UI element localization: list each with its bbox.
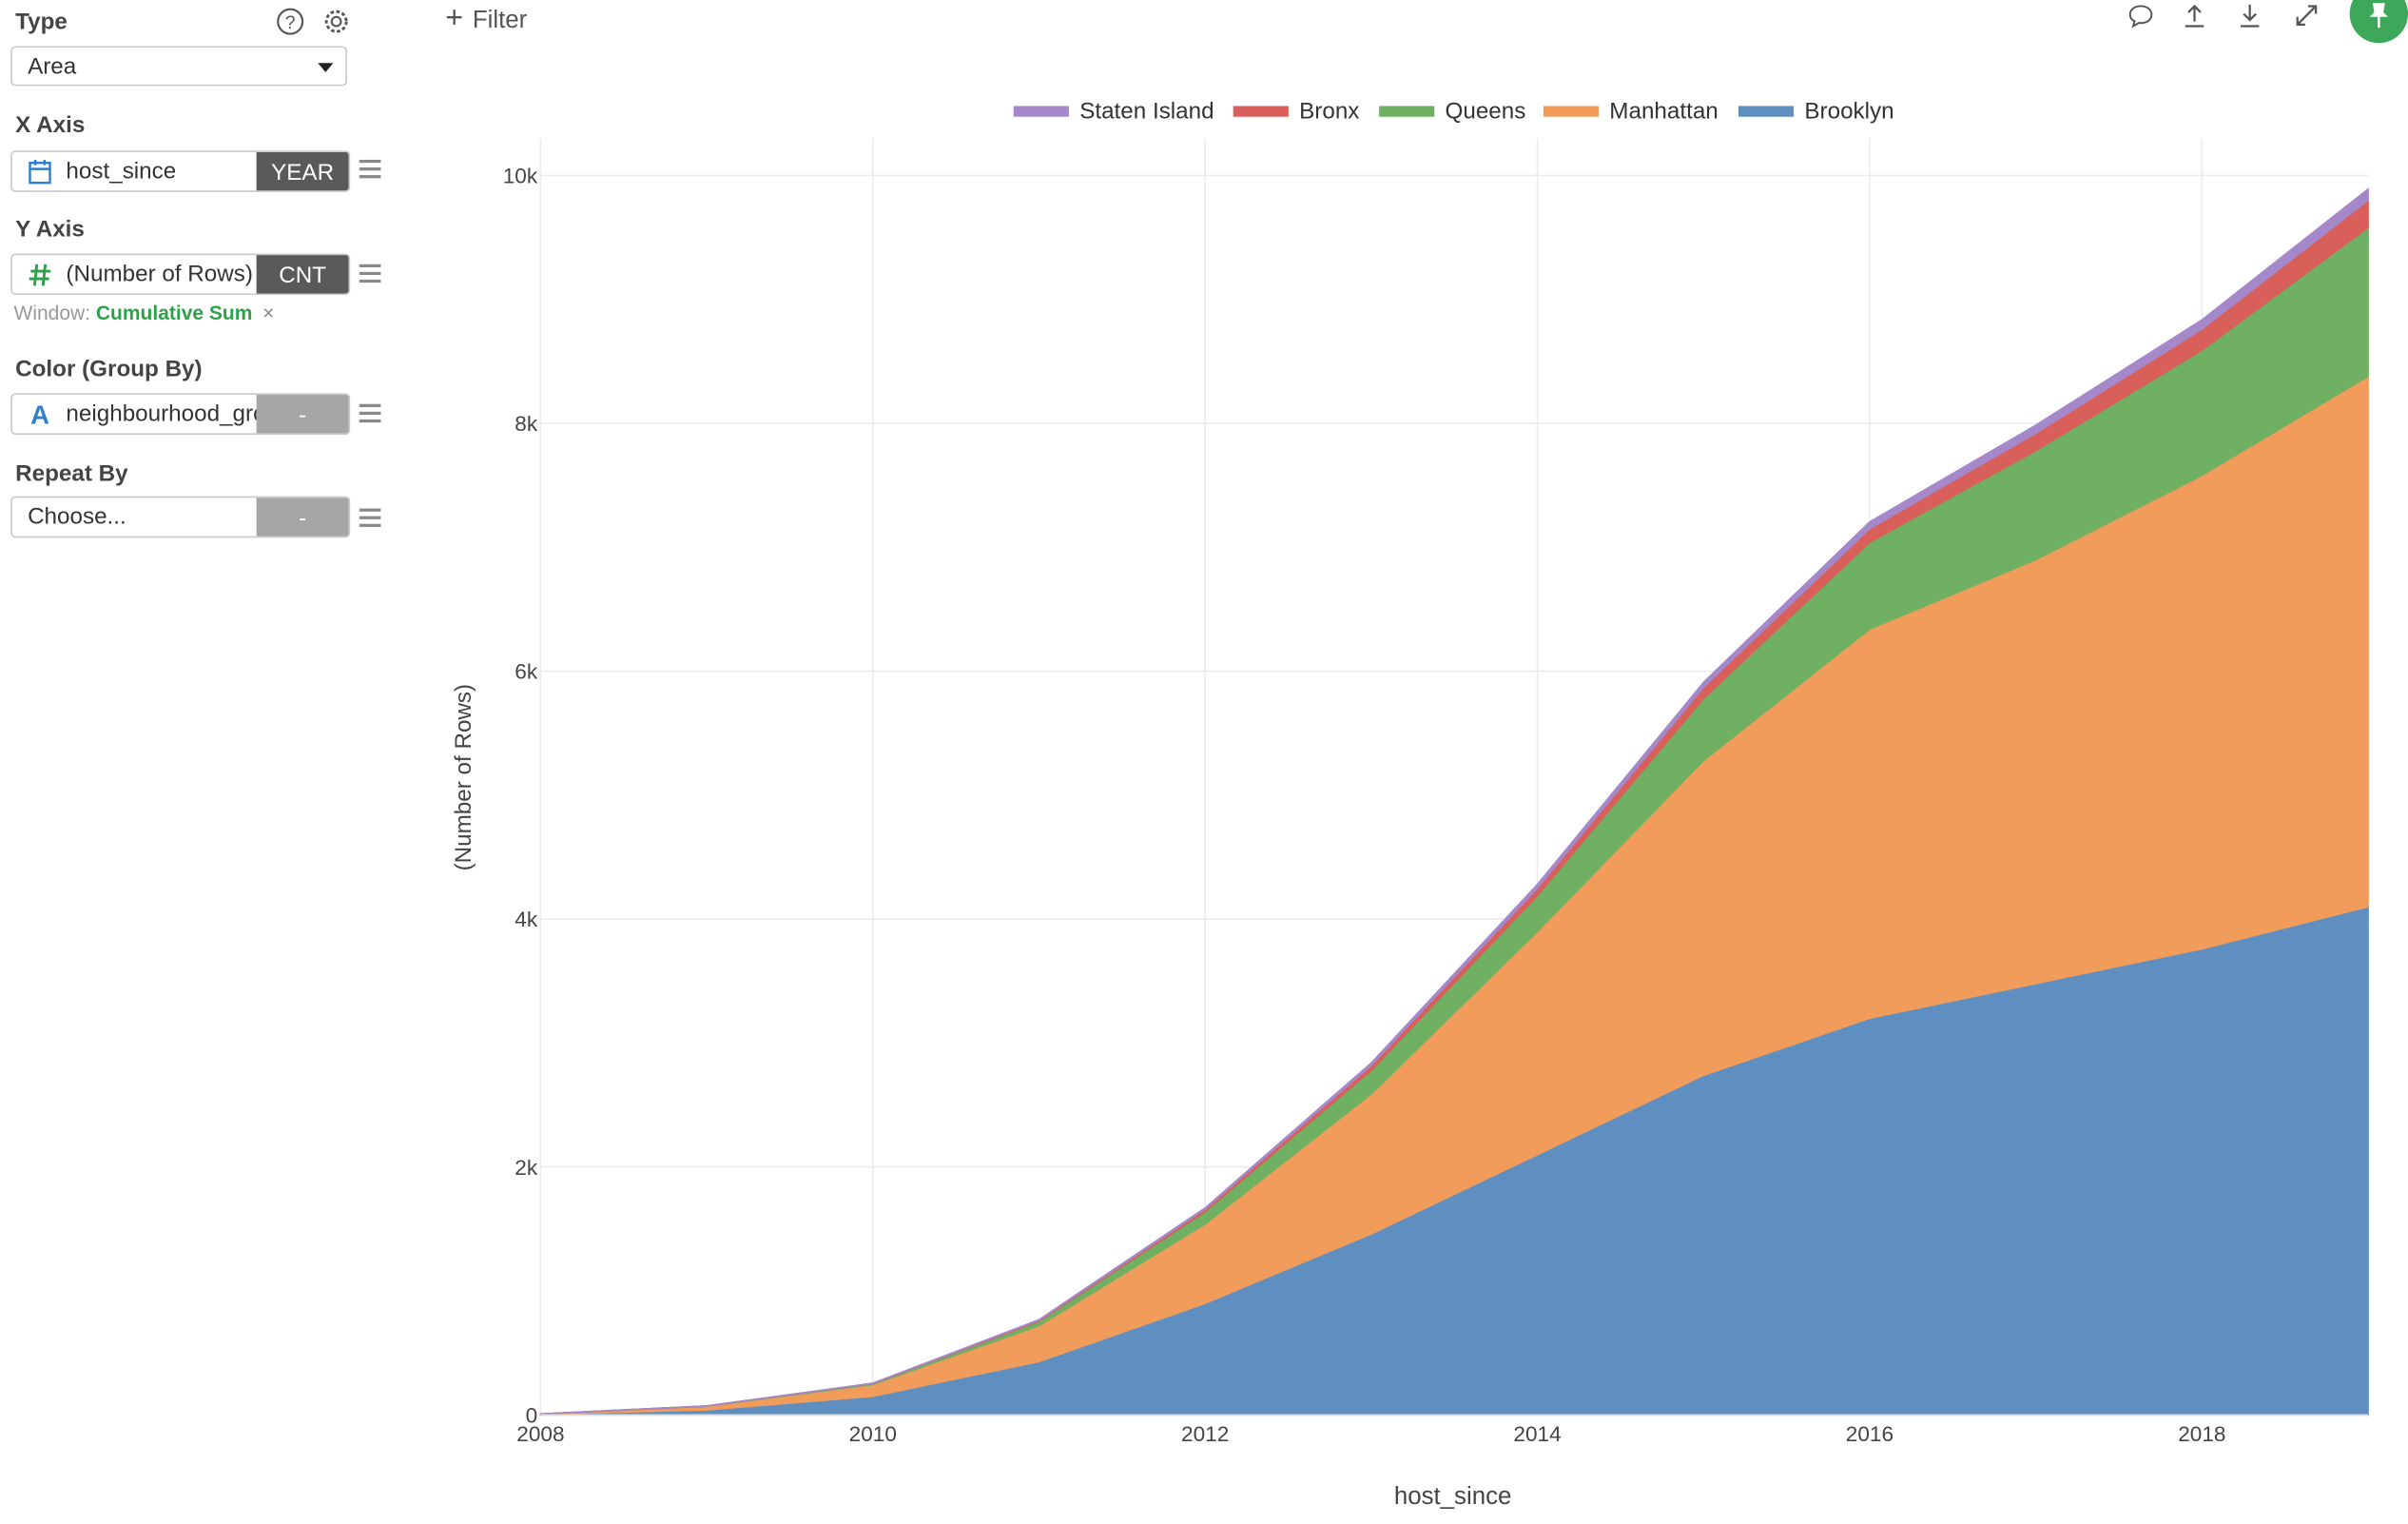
- legend-swatch-queens: [1379, 106, 1435, 117]
- area-staten-island: [540, 187, 2369, 1416]
- text-type-icon: A: [30, 401, 49, 428]
- x-tick-label: 2018: [2178, 1422, 2225, 1446]
- hash-icon: [29, 264, 51, 286]
- y-axis-menu-icon[interactable]: [359, 264, 381, 283]
- window-label: Window:: [13, 301, 91, 324]
- legend-swatch-manhattan: [1543, 106, 1600, 117]
- axis-ticks: 2008 2010 2012 2014 2016 2018 0 2k 4k 6k 8k 10k: [503, 165, 2369, 1446]
- expand-icon[interactable]: [2293, 2, 2321, 29]
- y-tick-label: 8k: [515, 412, 538, 436]
- x-tick-label: 2016: [1846, 1422, 1893, 1446]
- color-group-field[interactable]: A neighbourhood_group -: [10, 393, 351, 436]
- legend-swatch-staten-island: [1013, 106, 1069, 117]
- y-axis-field-name: (Number of Rows): [66, 261, 253, 287]
- repeat-section-title: Repeat By: [15, 460, 128, 487]
- legend-label: Bronx: [1299, 98, 1360, 125]
- repeat-aggregation-button[interactable]: -: [256, 498, 349, 537]
- repeat-by-placeholder: Choose...: [28, 503, 126, 531]
- chart-type-value: Area: [28, 53, 77, 80]
- color-menu-icon[interactable]: [359, 403, 381, 422]
- y-axis-title: (Number of Rows): [450, 683, 477, 871]
- window-function-link[interactable]: Cumulative Sum: [95, 301, 253, 324]
- x-tick-label: 2014: [1513, 1422, 1561, 1446]
- add-filter-button[interactable]: + Filter: [445, 2, 527, 37]
- upload-icon[interactable]: [2181, 2, 2208, 29]
- y-axis-aggregation-button[interactable]: CNT: [256, 255, 349, 294]
- pin-icon: [2369, 3, 2389, 29]
- y-axis-field[interactable]: (Number of Rows) CNT: [10, 253, 351, 296]
- x-axis-field-name: host_since: [66, 158, 177, 185]
- chart-type-select[interactable]: Area: [10, 46, 347, 87]
- svg-text:A: A: [30, 401, 49, 428]
- legend-label: Queens: [1445, 98, 1526, 125]
- color-aggregation-button[interactable]: -: [256, 395, 349, 434]
- x-axis-title: host_since: [1393, 1483, 1512, 1511]
- legend-label: Brooklyn: [1804, 98, 1894, 125]
- x-tick-label: 2008: [516, 1422, 564, 1446]
- y-axis-section-title: Y Axis: [15, 216, 85, 244]
- legend-swatch-bronx: [1233, 106, 1289, 117]
- remove-window-icon[interactable]: ×: [262, 301, 275, 324]
- window-function-row: Window: Cumulative Sum ×: [14, 302, 275, 324]
- type-section-title: Type: [15, 9, 68, 36]
- gear-icon[interactable]: [322, 8, 350, 35]
- calendar-icon: [29, 159, 51, 185]
- y-tick-label: 10k: [503, 165, 538, 188]
- area-series: [539, 187, 2369, 1417]
- y-tick-label: 4k: [515, 908, 538, 931]
- x-tick-label: 2012: [1181, 1422, 1229, 1446]
- y-tick-label: 2k: [515, 1156, 538, 1180]
- help-icon[interactable]: ?: [277, 8, 304, 35]
- legend-label: Staten Island: [1079, 98, 1214, 125]
- x-axis-field[interactable]: host_since YEAR: [10, 150, 351, 192]
- filter-label: Filter: [472, 8, 528, 34]
- plus-icon: +: [445, 1, 464, 36]
- repeat-by-field[interactable]: Choose... -: [10, 496, 351, 538]
- x-tick-label: 2010: [849, 1422, 897, 1446]
- x-axis-menu-icon[interactable]: [359, 159, 381, 178]
- sidebar: Type ? Area X Axis host_since YEAR Y Axi…: [0, 0, 399, 1524]
- repeat-menu-icon[interactable]: [359, 508, 381, 527]
- color-section-title: Color (Group By): [15, 356, 203, 383]
- download-icon[interactable]: [2236, 2, 2263, 29]
- legend-label: Manhattan: [1609, 98, 1719, 125]
- x-axis-section-title: X Axis: [15, 111, 86, 139]
- legend-swatch-brooklyn: [1738, 106, 1795, 117]
- y-tick-label: 0: [526, 1403, 538, 1427]
- x-axis-aggregation-button[interactable]: YEAR: [256, 151, 349, 191]
- comment-icon[interactable]: [2126, 2, 2154, 29]
- chevron-down-icon: [318, 63, 334, 72]
- color-group-field-name: neighbourhood_group: [66, 401, 259, 427]
- y-tick-label: 6k: [515, 660, 538, 684]
- svg-text:?: ?: [285, 12, 296, 33]
